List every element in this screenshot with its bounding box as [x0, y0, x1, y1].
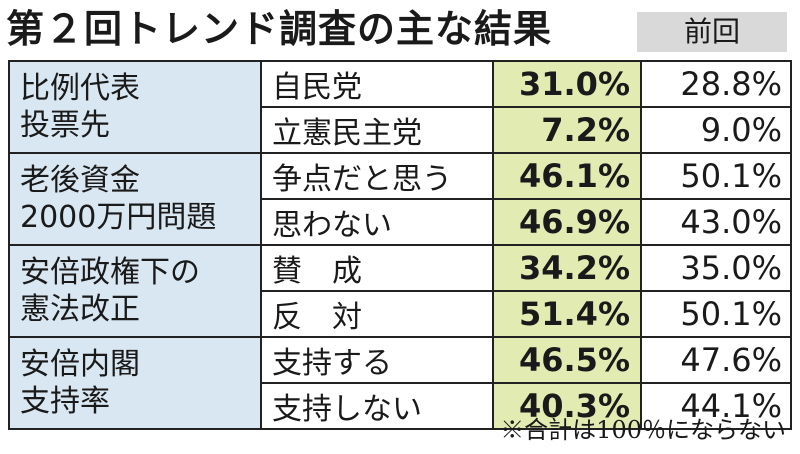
current-value: 46.1% — [492, 152, 642, 200]
category-label-line: 比例代表 — [20, 71, 140, 106]
category-cell: 老後資金 2000万円問題 — [8, 152, 262, 246]
table-row: 支持しない 40.3% 44.1% — [9, 382, 792, 430]
category-cell: 安倍政権下の 憲法改正 — [8, 244, 262, 338]
table-row: 老後資金 2000万円問題 争点だと思う 46.1% 50.1% — [8, 152, 792, 246]
table-row: 立憲民主党 7.2% 9.0% — [9, 106, 792, 154]
category-label-line: 安倍内閣 — [20, 347, 140, 382]
previous-value: 28.8% — [640, 60, 792, 108]
previous-value: 50.1% — [640, 152, 792, 200]
item-label: 自民党 — [260, 60, 494, 108]
item-label: 支持しない — [260, 382, 494, 430]
current-value: 40.3% — [492, 382, 642, 430]
category-label-line: 支持率 — [20, 384, 110, 419]
current-value: 7.2% — [492, 106, 642, 154]
previous-value: 43.0% — [640, 198, 792, 246]
previous-value: 50.1% — [640, 290, 792, 338]
table-row: 安倍政権下の 憲法改正 賛 成 34.2% 35.0% — [8, 244, 792, 338]
current-value: 51.4% — [492, 290, 642, 338]
page-title: 第２回トレンド調査の主な結果 — [6, 7, 553, 51]
previous-value: 9.0% — [640, 106, 792, 154]
item-label: 立憲民主党 — [260, 106, 494, 154]
category-label-line: 投票先 — [20, 108, 110, 143]
current-value: 46.5% — [492, 336, 642, 384]
previous-value: 35.0% — [640, 244, 792, 292]
item-label: 争点だと思う — [260, 152, 494, 200]
category-label-line: 憲法改正 — [20, 292, 140, 327]
current-value: 31.0% — [492, 60, 642, 108]
previous-value: 47.6% — [640, 336, 792, 384]
category-cell: 比例代表 投票先 — [8, 60, 262, 154]
footnote: ※合計は100％にならない — [500, 416, 786, 444]
previous-value: 44.1% — [640, 382, 792, 430]
results-table: 比例代表 投票先 自民党 31.0% 28.8% 立憲民主党 7.2% 9.0%… — [8, 60, 792, 430]
current-value: 46.9% — [492, 198, 642, 246]
current-value: 34.2% — [492, 244, 642, 292]
category-label-line: 老後資金 — [20, 163, 140, 198]
previous-column-header: 前回 — [637, 12, 787, 52]
category-label-line: 2000万円問題 — [20, 200, 217, 235]
table-row: 安倍内閣 支持率 支持する 46.5% 47.6% — [8, 336, 792, 430]
category-cell: 安倍内閣 支持率 — [8, 336, 262, 430]
table-row: 反 対 51.4% 50.1% — [9, 290, 792, 338]
item-label: 賛 成 — [260, 244, 494, 292]
category-label-line: 安倍政権下の — [20, 255, 200, 290]
table-row: 思わない 46.9% 43.0% — [9, 198, 792, 246]
item-label: 思わない — [260, 198, 494, 246]
item-label: 支持する — [260, 336, 494, 384]
table-row: 比例代表 投票先 自民党 31.0% 28.8% — [8, 60, 792, 154]
item-label: 反 対 — [260, 290, 494, 338]
